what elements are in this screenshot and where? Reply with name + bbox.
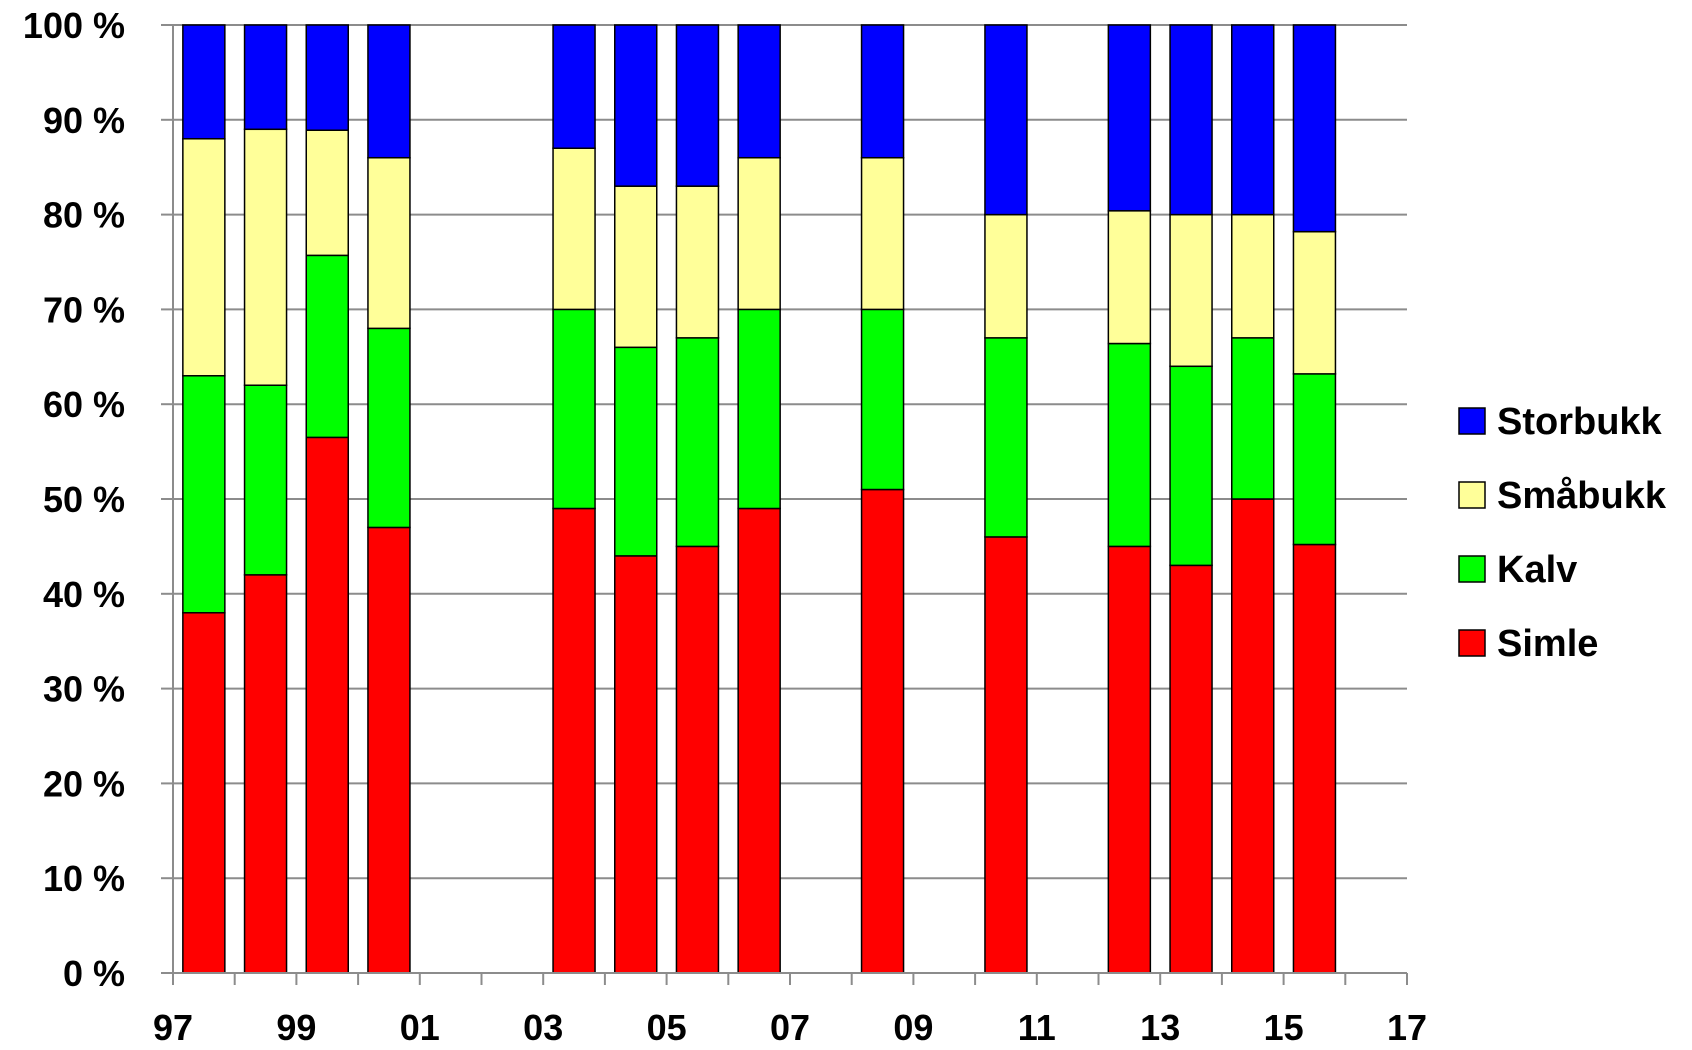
y-axis-tick-labels: 0 % 10 % 20 % 30 % 40 % 50 % 60 % 70 % 80 % 90 % 1… [23,5,125,994]
legend-label-simle: Simle [1497,623,1598,665]
bar-segment-storbukk-2004 [552,24,596,149]
bar-segment-storbukk-1998 [182,24,226,140]
bar-segment-småbukk-1998 [182,138,226,377]
bar-segment-storbukk-2000 [305,24,349,131]
bar-segment-simle-2000 [305,436,349,974]
legend: Storbukk Småbukk Kalv Simle [1458,401,1667,665]
y-tick-label: 80 % [43,195,125,236]
bar-segment-storbukk-2007 [737,24,781,159]
y-tick-label: 20 % [43,763,125,804]
bar-segment-småbukk-2005 [614,185,658,349]
y-tick-label: 100 % [23,5,125,46]
bar-segment-småbukk-2001 [367,156,411,330]
bar-segment-småbukk-2004 [552,147,596,311]
y-tick-label: 50 % [43,479,125,520]
bar-segment-simle-1998 [182,612,226,974]
bar-segment-kalv-2014 [1169,365,1213,567]
x-tick-label: 09 [893,1007,933,1048]
legend-swatch-storbukk [1458,407,1486,435]
bars [182,24,1337,974]
bar-segment-simle-2001 [367,526,411,974]
bar-segment-småbukk-2006 [675,185,720,339]
bar-segment-småbukk-2011 [984,213,1028,339]
bar-segment-simle-2013 [1107,545,1152,974]
bar-segment-småbukk-2015 [1231,213,1275,339]
bar-segment-simle-2004 [552,507,596,974]
y-tick-label: 10 % [43,858,125,899]
bar-segment-storbukk-2009 [860,24,905,159]
bar-segment-simle-2009 [860,488,905,974]
x-tick-label: 07 [770,1007,810,1048]
x-tick-label: 01 [400,1007,440,1048]
bar-segment-kalv-2016 [1292,373,1337,546]
bar-segment-småbukk-2013 [1107,210,1152,345]
bar-segment-storbukk-2013 [1107,24,1152,212]
legend-swatch-simle [1458,629,1486,657]
bar-segment-kalv-1999 [243,384,288,576]
bar-segment-småbukk-2000 [305,129,349,257]
bar-segment-kalv-2004 [552,308,596,510]
bar-segment-kalv-2000 [305,254,349,439]
bar-segment-kalv-2006 [675,337,720,548]
bar-segment-simle-2016 [1292,543,1337,974]
bar-segment-simle-2007 [737,507,781,974]
bar-segment-storbukk-2015 [1231,24,1275,216]
y-tick-label: 0 % [63,953,125,994]
bar-segment-storbukk-1999 [243,24,288,131]
x-tick-label: 17 [1387,1007,1427,1048]
bar-segment-kalv-2005 [614,346,658,557]
bar-segment-simle-2014 [1169,564,1213,974]
bar-segment-kalv-2001 [367,327,411,529]
y-tick-label: 70 % [43,289,125,330]
x-tick-label: 97 [153,1007,193,1048]
bar-segment-småbukk-1999 [243,128,288,386]
bar-segment-simle-2011 [984,536,1028,974]
y-tick-label: 90 % [43,100,125,141]
x-axis-tick-labels: 97 99 01 03 05 07 09 11 13 15 17 [153,1007,1427,1048]
gridlines [173,24,1407,974]
y-tick-label: 40 % [43,574,125,615]
legend-label-storbukk: Storbukk [1497,401,1663,443]
bar-segment-storbukk-2016 [1292,24,1337,233]
bar-segment-simle-2006 [675,545,720,974]
legend-label-kalv: Kalv [1497,549,1577,591]
bar-segment-storbukk-2005 [614,24,658,187]
x-tick-label: 99 [276,1007,316,1048]
bar-segment-simle-2005 [614,555,658,974]
x-tick-label: 05 [647,1007,687,1048]
x-tick-label: 03 [523,1007,563,1048]
bar-segment-kalv-2015 [1231,337,1275,500]
bar-segment-småbukk-2009 [860,156,905,311]
axes [161,24,1408,985]
bar-segment-kalv-2007 [737,308,781,510]
bar-segment-småbukk-2014 [1169,213,1213,368]
bar-segment-storbukk-2006 [675,24,720,187]
x-tick-label: 11 [1018,1007,1056,1048]
bar-segment-kalv-2009 [860,308,905,491]
bar-segment-kalv-2013 [1107,342,1152,548]
bar-segment-kalv-2011 [984,337,1028,538]
y-tick-label: 30 % [43,669,125,710]
x-tick-label: 15 [1264,1007,1304,1048]
bar-segment-storbukk-2014 [1169,24,1213,216]
legend-label-småbukk: Småbukk [1497,475,1667,517]
bar-segment-kalv-1998 [182,375,226,614]
x-tick-label: 13 [1140,1007,1180,1048]
legend-swatch-småbukk [1458,481,1486,509]
legend-swatch-kalv [1458,555,1486,583]
y-tick-label: 60 % [43,384,125,425]
bar-segment-småbukk-2007 [737,156,781,311]
bar-segment-simle-2015 [1231,498,1275,974]
bar-segment-småbukk-2016 [1292,230,1337,375]
bar-segment-storbukk-2011 [984,24,1028,216]
bar-segment-storbukk-2001 [367,24,411,159]
bar-segment-simle-1999 [243,574,288,974]
